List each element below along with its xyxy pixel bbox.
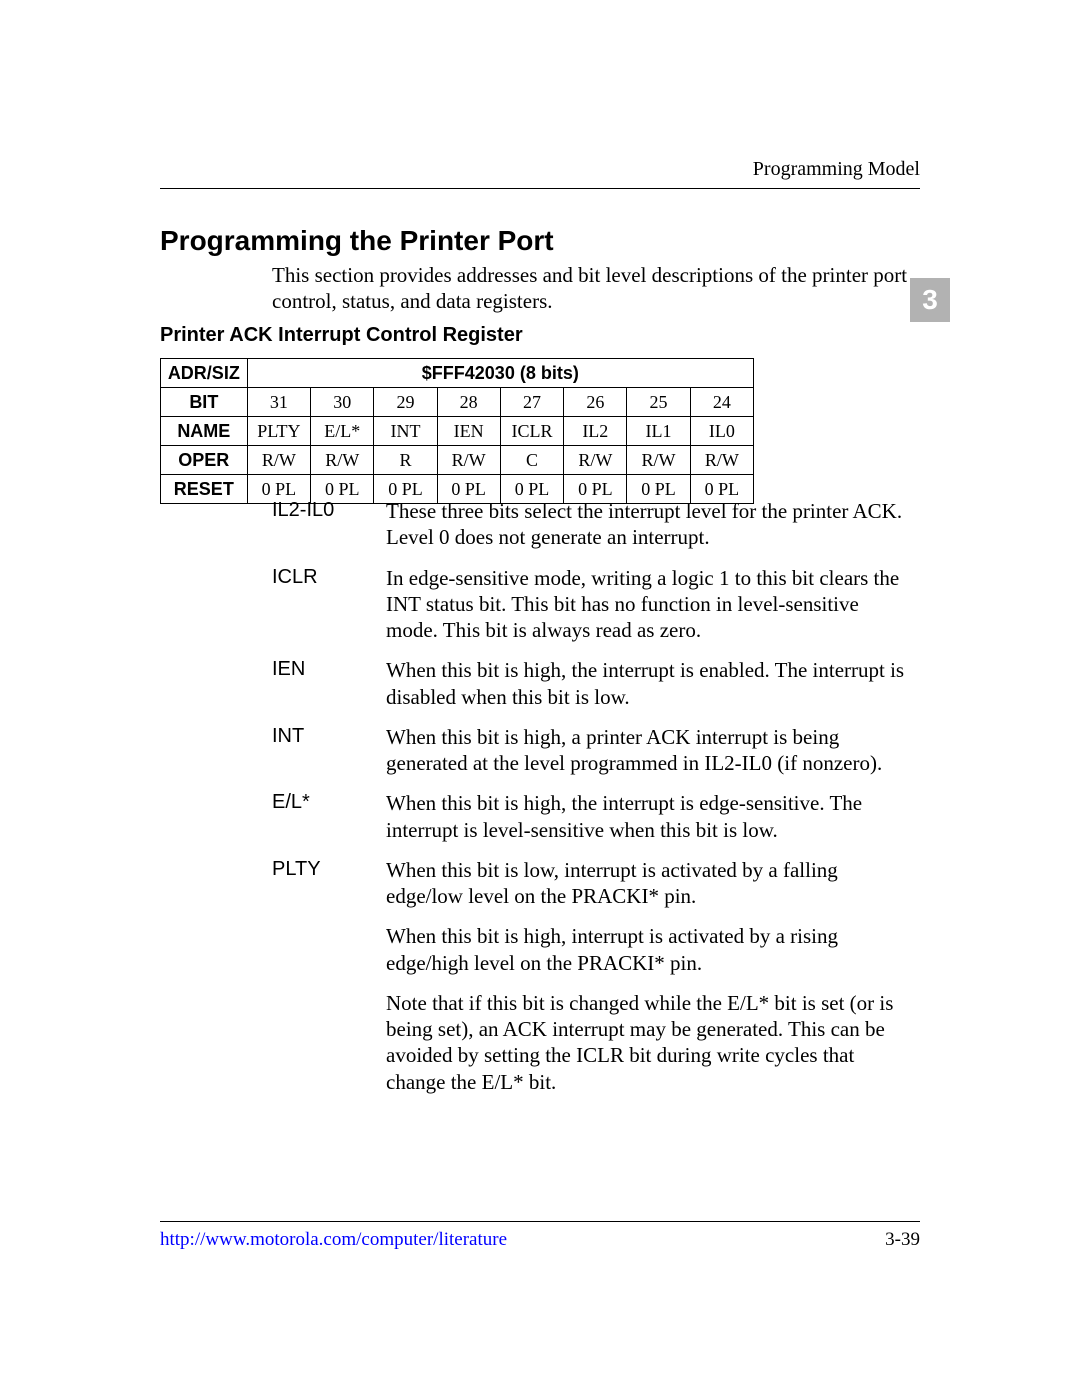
cell-bit-label: BIT (161, 388, 248, 417)
cell: E/L* (311, 417, 374, 446)
definition-paragraph: These three bits select the interrupt le… (386, 498, 912, 551)
definition-term: ICLR (272, 565, 386, 589)
definition-term: INT (272, 724, 386, 748)
cell: 27 (500, 388, 563, 417)
running-head: Programming Model (753, 158, 920, 181)
cell: R (374, 446, 437, 475)
cell: R/W (690, 446, 753, 475)
cell-adrsiz-label: ADR/SIZ (161, 359, 248, 388)
cell: R/W (564, 446, 627, 475)
definition-term: IEN (272, 657, 386, 681)
cell: 29 (374, 388, 437, 417)
definition-paragraph: When this bit is high, the interrupt is … (386, 657, 912, 710)
cell: ICLR (500, 417, 563, 446)
cell: 25 (627, 388, 690, 417)
register-title: Printer ACK Interrupt Control Register (160, 324, 523, 347)
cell: 26 (564, 388, 627, 417)
definition-body: When this bit is high, the interrupt is … (386, 790, 912, 843)
definition-body: These three bits select the interrupt le… (386, 498, 912, 551)
register-table: ADR/SIZ $FFF42030 (8 bits) BIT 31 30 29 … (160, 358, 754, 504)
section-title: Programming the Printer Port (160, 225, 554, 257)
definition-body: When this bit is high, a printer ACK int… (386, 724, 912, 777)
definition-body: When this bit is low, interrupt is activ… (386, 857, 912, 1095)
cell: INT (374, 417, 437, 446)
cell-adrsiz-value: $FFF42030 (8 bits) (247, 359, 753, 388)
cell: 24 (690, 388, 753, 417)
definition-row: INTWhen this bit is high, a printer ACK … (272, 724, 912, 777)
definition-term: IL2-IL0 (272, 498, 386, 522)
cell: PLTY (247, 417, 310, 446)
table-row-adrsiz: ADR/SIZ $FFF42030 (8 bits) (161, 359, 754, 388)
definition-paragraph: When this bit is high, the interrupt is … (386, 790, 912, 843)
footer-link[interactable]: http://www.motorola.com/computer/literat… (160, 1229, 507, 1251)
cell: 31 (247, 388, 310, 417)
definition-body: In edge-sensitive mode, writing a logic … (386, 565, 912, 644)
cell: IL0 (690, 417, 753, 446)
definition-row: ICLRIn edge-sensitive mode, writing a lo… (272, 565, 912, 644)
definition-term: E/L* (272, 790, 386, 814)
table-row-bit: BIT 31 30 29 28 27 26 25 24 (161, 388, 754, 417)
cell: R/W (627, 446, 690, 475)
definition-row: E/L*When this bit is high, the interrupt… (272, 790, 912, 843)
header-rule (160, 188, 920, 189)
definition-row: IL2-IL0These three bits select the inter… (272, 498, 912, 551)
definition-paragraph: Note that if this bit is changed while t… (386, 990, 912, 1095)
definition-row: PLTYWhen this bit is low, interrupt is a… (272, 857, 912, 1095)
definition-body: When this bit is high, the interrupt is … (386, 657, 912, 710)
definition-row: IENWhen this bit is high, the interrupt … (272, 657, 912, 710)
cell: 30 (311, 388, 374, 417)
cell-name-label: NAME (161, 417, 248, 446)
definition-term: PLTY (272, 857, 386, 881)
cell: R/W (247, 446, 310, 475)
cell: R/W (311, 446, 374, 475)
cell: IL2 (564, 417, 627, 446)
cell: 28 (437, 388, 500, 417)
bit-definitions: IL2-IL0These three bits select the inter… (272, 498, 912, 1109)
page: Programming Model 3 Programming the Prin… (0, 0, 1080, 1397)
table-row-oper: OPER R/W R/W R R/W C R/W R/W R/W (161, 446, 754, 475)
cell: IL1 (627, 417, 690, 446)
cell: C (500, 446, 563, 475)
table-row-name: NAME PLTY E/L* INT IEN ICLR IL2 IL1 IL0 (161, 417, 754, 446)
cell: IEN (437, 417, 500, 446)
cell-reset-label: RESET (161, 475, 248, 504)
footer-rule (160, 1221, 920, 1222)
cell: R/W (437, 446, 500, 475)
chapter-tab: 3 (910, 278, 950, 322)
definition-paragraph: When this bit is low, interrupt is activ… (386, 857, 912, 910)
definition-paragraph: In edge-sensitive mode, writing a logic … (386, 565, 912, 644)
definition-paragraph: When this bit is high, interrupt is acti… (386, 923, 912, 976)
definition-paragraph: When this bit is high, a printer ACK int… (386, 724, 912, 777)
intro-paragraph: This section provides addresses and bit … (272, 262, 908, 315)
footer-page-number: 3-39 (885, 1229, 920, 1251)
cell-oper-label: OPER (161, 446, 248, 475)
